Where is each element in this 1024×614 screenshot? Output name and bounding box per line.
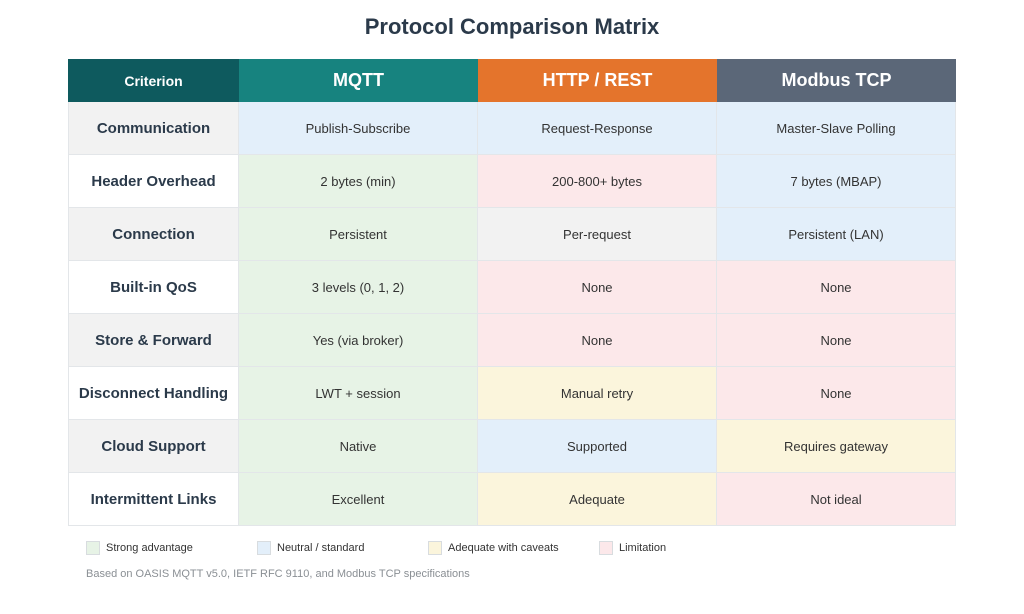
criterion-label: Intermittent Links (68, 473, 239, 526)
criterion-header: Criterion (68, 59, 239, 102)
protocol-header-http-rest: HTTP / REST (478, 59, 717, 102)
matrix-cell: Persistent (239, 208, 478, 261)
footnote: Based on OASIS MQTT v5.0, IETF RFC 9110,… (86, 568, 470, 580)
criterion-label: Disconnect Handling (68, 367, 239, 420)
comparison-matrix: Criterion MQTT HTTP / REST Modbus TCP Commun… (68, 59, 956, 526)
legend-item-neutral: Neutral / standard (257, 541, 428, 555)
criterion-label: Built-in QoS (68, 261, 239, 314)
matrix-cell: Native (239, 420, 478, 473)
matrix-cell: Persistent (LAN) (717, 208, 956, 261)
matrix-cell: Excellent (239, 473, 478, 526)
matrix-cell: Request-Response (478, 102, 717, 155)
legend: Strong advantage Neutral / standard Adequa… (86, 541, 719, 555)
criterion-label: Store & Forward (68, 314, 239, 367)
matrix-cell: Yes (via broker) (239, 314, 478, 367)
matrix-cell: 2 bytes (min) (239, 155, 478, 208)
legend-label: Limitation (619, 542, 667, 554)
protocol-header-modbus-tcp: Modbus TCP (717, 59, 956, 102)
matrix-cell: Supported (478, 420, 717, 473)
legend-item-caveat: Adequate with caveats (428, 541, 599, 555)
matrix-cell: 3 levels (0, 1, 2) (239, 261, 478, 314)
matrix-cell: Requires gateway (717, 420, 956, 473)
matrix-cell: Per-request (478, 208, 717, 261)
criterion-label: Connection (68, 208, 239, 261)
matrix-cell: None (717, 314, 956, 367)
matrix-cell: None (717, 367, 956, 420)
protocol-header-mqtt: MQTT (239, 59, 478, 102)
matrix-cell: None (478, 314, 717, 367)
matrix-cell: Master-Slave Polling (717, 102, 956, 155)
matrix-cell: 7 bytes (MBAP) (717, 155, 956, 208)
legend-item-strong: Strong advantage (86, 541, 257, 555)
criterion-label: Header Overhead (68, 155, 239, 208)
matrix-cell: Not ideal (717, 473, 956, 526)
legend-label: Strong advantage (106, 542, 193, 554)
legend-swatch (428, 541, 442, 555)
matrix-cell: LWT + session (239, 367, 478, 420)
legend-swatch (599, 541, 613, 555)
matrix-cell: Manual retry (478, 367, 717, 420)
criterion-label: Cloud Support (68, 420, 239, 473)
matrix-cell: 200-800+ bytes (478, 155, 717, 208)
legend-label: Adequate with caveats (448, 542, 559, 554)
legend-item-limitation: Limitation (599, 541, 719, 555)
criterion-label: Communication (68, 102, 239, 155)
matrix-cell: Adequate (478, 473, 717, 526)
legend-label: Neutral / standard (277, 542, 365, 554)
matrix-cell: None (717, 261, 956, 314)
matrix-cell: None (478, 261, 717, 314)
page-title: Protocol Comparison Matrix (364, 14, 660, 39)
matrix-cell: Publish-Subscribe (239, 102, 478, 155)
legend-swatch (257, 541, 271, 555)
legend-swatch (86, 541, 100, 555)
